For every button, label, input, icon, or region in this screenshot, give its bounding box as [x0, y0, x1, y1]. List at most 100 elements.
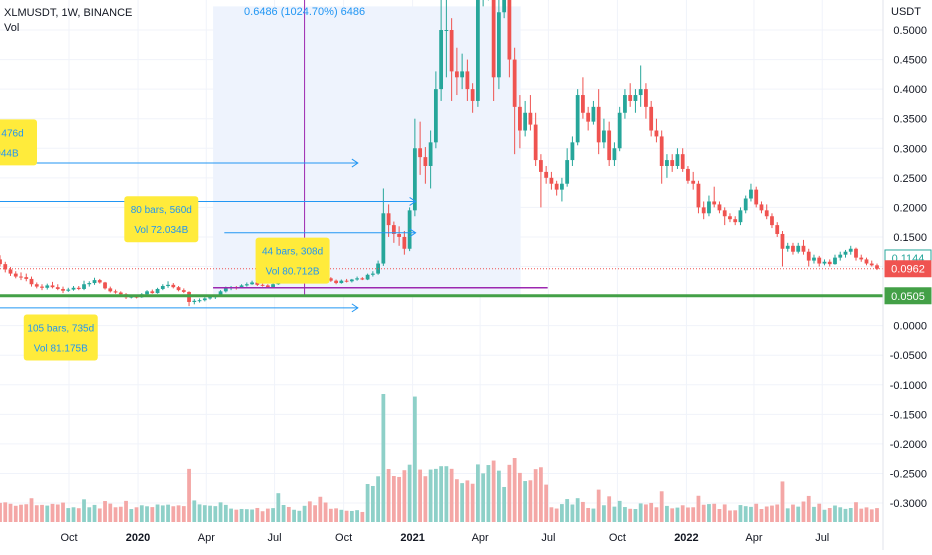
candle-body: [602, 130, 606, 143]
volume-bar: [607, 496, 612, 522]
volume-bar: [150, 507, 155, 522]
volume-bar: [628, 508, 633, 522]
volume-bar: [843, 508, 848, 522]
volume-bar: [55, 504, 60, 522]
y-tick-label: 0.2500: [893, 173, 927, 185]
candle-body: [533, 124, 538, 161]
candle-body: [113, 291, 118, 293]
x-tick-label: Jul: [268, 532, 282, 544]
y-tick-label: 0.2000: [893, 202, 927, 214]
candle-body: [770, 216, 774, 226]
candle-body: [827, 261, 832, 265]
measure-label-text: 80 bars, 560d: [131, 205, 192, 216]
volume-bar: [475, 464, 480, 522]
volume-bar: [854, 502, 858, 522]
volume-bar: [686, 507, 690, 522]
volume-bar: [281, 505, 286, 522]
candle-body: [202, 298, 207, 301]
candle-body: [875, 265, 879, 269]
volume-bar: [223, 504, 228, 522]
measure-arrowhead: [409, 197, 417, 206]
measure-arrowhead: [351, 303, 359, 313]
candle-body: [223, 287, 228, 292]
y-tick-label: 0.1500: [893, 232, 927, 244]
candle-body: [707, 201, 711, 214]
volume-bar: [833, 505, 837, 522]
x-tick-label: Apr: [472, 532, 489, 544]
volume-bar: [838, 507, 843, 522]
candle-body: [822, 261, 827, 264]
volume-bar: [665, 505, 669, 522]
candle-body: [34, 284, 39, 287]
price-axis-currency: USDT: [891, 6, 921, 18]
volume-bar: [859, 508, 864, 522]
x-tick-label: Apr: [198, 532, 215, 544]
candle-body: [665, 160, 669, 166]
candle-body: [265, 285, 270, 288]
volume-bar: [764, 506, 769, 522]
candle-body: [150, 291, 155, 294]
candle-body: [355, 278, 359, 280]
candle-body: [733, 219, 738, 223]
candle-body: [596, 106, 601, 143]
volume-bar: [229, 508, 233, 522]
symbol-line[interactable]: XLMUSDT, 1W, BINANCE: [4, 7, 133, 19]
candle-body: [71, 287, 76, 290]
volume-bar: [407, 464, 412, 522]
volume-bar: [785, 508, 790, 522]
candle-body: [192, 300, 197, 302]
x-tick-label: Oct: [60, 532, 77, 544]
volume-bar: [391, 476, 396, 522]
volume-label[interactable]: Vol: [4, 22, 20, 34]
candle-body: [644, 89, 648, 107]
candle-body: [108, 288, 113, 292]
candle-body: [701, 207, 706, 214]
candle-body: [581, 95, 585, 113]
volume-bar: [817, 503, 822, 522]
candle-body: [407, 210, 412, 249]
volume-bar: [155, 504, 160, 522]
volume-bar: [139, 505, 144, 522]
volume-bar: [344, 510, 349, 522]
measure-arrowhead: [351, 158, 359, 168]
volume-bar: [418, 469, 423, 522]
volume-bar: [50, 503, 55, 522]
y-tick-label: 0.0000: [893, 321, 927, 333]
candle-body: [570, 142, 575, 161]
candle-body: [66, 289, 71, 291]
candle-body: [454, 71, 459, 78]
volume-bar: [234, 509, 239, 522]
candle-body: [155, 288, 160, 294]
measure-label-box: [255, 237, 330, 284]
candle-body: [391, 225, 396, 234]
candle-body: [19, 276, 23, 278]
volume-bar: [197, 504, 202, 522]
candle-body: [869, 263, 874, 266]
volume-bar: [292, 509, 296, 522]
candle-body: [617, 112, 622, 149]
candle-body: [271, 284, 275, 288]
candle-body: [754, 189, 759, 205]
candle-body: [328, 278, 333, 281]
candle-body: [365, 274, 370, 280]
candle-body: [591, 106, 596, 122]
candle-body: [575, 95, 580, 143]
volume-bar: [145, 506, 149, 522]
candle-body: [854, 248, 858, 258]
price-label-box: [884, 260, 932, 278]
candle-body: [717, 204, 722, 211]
volume-bar: [544, 484, 549, 522]
candle-body: [722, 210, 727, 217]
candle-body: [166, 284, 170, 287]
candle-body: [444, 30, 449, 31]
volume-bar: [402, 470, 407, 522]
volume-bar: [360, 511, 365, 522]
candle-body: [449, 30, 454, 72]
candle-body: [696, 183, 701, 208]
measure-label-box: [0, 119, 37, 166]
volume-bar: [444, 466, 449, 522]
volume-bar: [596, 489, 601, 522]
volume-bar: [103, 501, 107, 522]
volume-bar: [491, 460, 496, 522]
candle-body: [539, 160, 543, 172]
